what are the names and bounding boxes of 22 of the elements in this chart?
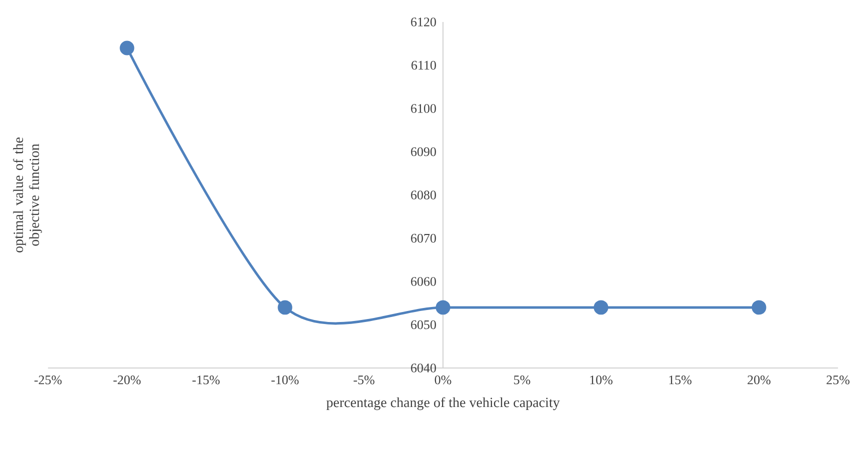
y-tick-label: 6050 (411, 320, 436, 330)
x-tick-label: -5% (354, 376, 374, 384)
x-tick-label: -15% (192, 376, 220, 384)
y-tick-label: 6090 (411, 147, 436, 156)
x-tick-label: 15% (669, 376, 692, 384)
y-axis-title: optimal value of the objective function (13, 138, 42, 252)
y-tick-label: 6070 (411, 234, 436, 243)
x-tick-label: 25% (826, 376, 850, 384)
x-tick-label: 5% (514, 376, 530, 384)
x-axis-title: percentage change of the vehicle capacity (326, 397, 560, 410)
x-tick-label: -25% (34, 376, 62, 384)
x-tick-label: 10% (590, 376, 612, 384)
x-tick-label: -20% (113, 376, 141, 384)
x-tick-label: -10% (271, 376, 299, 384)
y-tick-label: 6080 (411, 190, 436, 200)
x-tick-label: 0% (434, 376, 452, 384)
x-tick-label: 20% (748, 376, 770, 384)
y-tick-label: 6100 (411, 104, 436, 113)
y-tick-label: 6120 (411, 18, 436, 26)
y-tick-label: 6040 (411, 364, 436, 372)
y-tick-label: 6110 (412, 60, 436, 70)
y-tick-label: 6060 (411, 277, 436, 286)
